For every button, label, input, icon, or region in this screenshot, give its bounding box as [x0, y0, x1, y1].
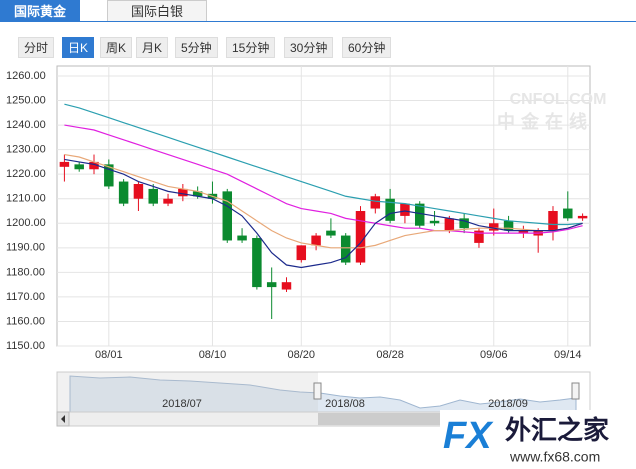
candle-body	[148, 188, 158, 204]
navigator-area	[69, 375, 577, 413]
period-button[interactable]: 60分钟	[342, 37, 392, 58]
candle-body	[429, 220, 440, 224]
candle-body	[133, 184, 144, 199]
y-tick-label: 1180.00	[6, 266, 45, 278]
candle-body	[89, 161, 99, 170]
candle-body	[104, 164, 114, 187]
period-button[interactable]: 周K	[100, 37, 133, 58]
moving-average	[64, 103, 583, 226]
navigator-handle[interactable]	[571, 382, 580, 400]
logo-name: 外汇之家	[505, 415, 609, 445]
navigator-label: 2018/07	[162, 398, 202, 410]
period-button[interactable]: 分时	[18, 37, 55, 58]
candle-body	[355, 211, 366, 263]
logo-url: www.fx68.com	[509, 449, 600, 465]
y-tick-label: 1230.00	[6, 144, 46, 156]
moving-average	[64, 153, 583, 249]
y-tick-label: 1150.00	[6, 340, 45, 352]
navigator-label: 2018/08	[325, 398, 365, 410]
candle-body	[59, 161, 70, 167]
x-tick-label: 08/20	[288, 349, 316, 361]
candle-body	[281, 282, 292, 290]
candle-body	[237, 235, 247, 241]
logo-bg	[440, 410, 636, 469]
y-tick-label: 1160.00	[6, 315, 45, 327]
y-tick-label: 1220.00	[6, 168, 46, 180]
period-button[interactable]: 5分钟	[175, 37, 218, 58]
candle-body	[178, 188, 188, 197]
y-tick-label: 1240.00	[6, 119, 46, 131]
candle-body	[370, 196, 381, 209]
watermark: 中金在线	[497, 111, 593, 132]
x-tick-label: 09/06	[480, 349, 508, 361]
candle-body	[266, 282, 277, 288]
y-tick-label: 1210.00	[6, 193, 46, 205]
period-button[interactable]: 月K	[136, 37, 169, 58]
candle-body	[444, 218, 455, 231]
candle-body	[400, 203, 410, 216]
period-button[interactable]: 日K	[62, 37, 95, 58]
period-button[interactable]: 15分钟	[226, 37, 276, 58]
y-tick-label: 1250.00	[6, 94, 46, 106]
x-tick-label: 08/10	[199, 349, 227, 361]
moving-average	[64, 158, 583, 269]
candle-body	[252, 238, 262, 288]
navigator-mask	[57, 372, 318, 412]
logo-brand: FX	[443, 415, 494, 457]
candle-body	[414, 203, 425, 226]
candle-body	[326, 230, 336, 236]
candle-body	[118, 181, 129, 204]
candle-body	[385, 198, 395, 221]
y-tick-label: 1260.00	[6, 70, 46, 82]
candle-body	[163, 198, 173, 204]
candle-body	[518, 230, 529, 234]
moving-average	[64, 124, 583, 234]
arrow-icon	[61, 415, 65, 423]
candle-body	[74, 164, 84, 170]
candle-body	[311, 235, 321, 246]
candle-body	[503, 220, 514, 231]
candle-body	[222, 191, 233, 241]
navigator-label: 2018/09	[488, 398, 528, 410]
candle-body	[459, 218, 469, 229]
candle-body	[340, 235, 351, 263]
candle-body	[577, 215, 588, 219]
candle-body	[548, 211, 558, 231]
tab[interactable]: 国际白银	[107, 0, 207, 22]
x-tick-label: 08/28	[376, 349, 404, 361]
candle-body	[296, 245, 307, 261]
y-tick-label: 1190.00	[6, 242, 45, 254]
y-tick-label: 1200.00	[6, 217, 46, 229]
watermark: CNFOL.COM	[510, 91, 607, 108]
tab-rule	[0, 21, 636, 22]
candle-body	[474, 230, 484, 243]
navigator-handle[interactable]	[313, 382, 322, 400]
period-button[interactable]: 30分钟	[284, 37, 334, 58]
x-tick-label: 09/14	[554, 349, 582, 361]
y-tick-label: 1170.00	[6, 291, 45, 303]
candle-body	[192, 191, 203, 197]
candle-body	[489, 223, 499, 231]
candle-body	[563, 208, 573, 219]
x-tick-label: 08/01	[95, 349, 123, 361]
